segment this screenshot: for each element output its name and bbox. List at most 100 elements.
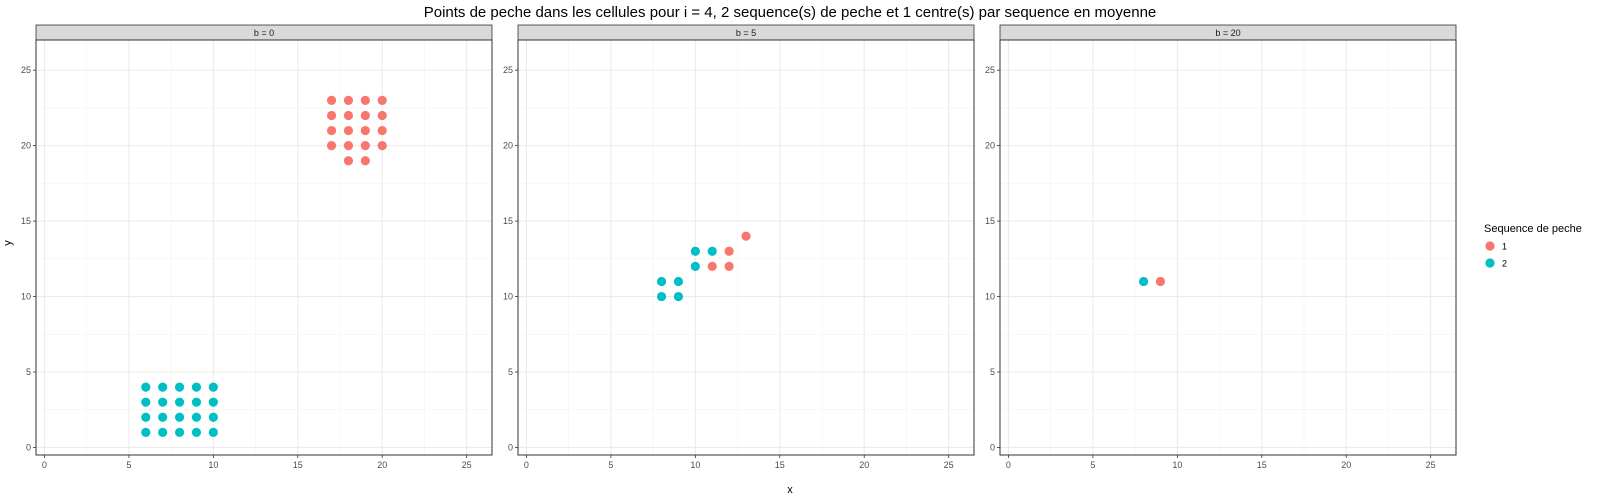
data-point-series-2 — [158, 412, 168, 422]
data-point-series-2 — [191, 412, 202, 422]
facet-panel: b = 0 0 5 10 15 20 25 0 5 10 15 20 25 — [21, 24, 493, 470]
y-tick-label: 5 — [508, 367, 513, 377]
x-tick-label: 5 — [126, 460, 131, 470]
panel-border — [999, 39, 1457, 456]
y-tick-label: 10 — [503, 292, 513, 302]
facet-strip-label: b = 20 — [1215, 28, 1240, 38]
x-tick-label: 5 — [1090, 460, 1095, 470]
data-point-series-2 — [208, 382, 218, 392]
y-tick-label: 20 — [21, 141, 31, 151]
facet-strip-label: b = 5 — [736, 28, 756, 38]
data-point-series-1 — [377, 141, 387, 151]
x-tick-label: 20 — [1341, 460, 1351, 470]
data-point-series-2 — [191, 427, 202, 437]
data-point-series-1 — [343, 125, 354, 136]
data-point-series-2 — [158, 397, 168, 407]
data-point-series-1 — [377, 95, 387, 105]
chart-title: Points de peche dans les cellules pour i… — [424, 4, 1157, 21]
data-point-series-1 — [343, 141, 354, 151]
legend-key-2 — [1485, 258, 1495, 268]
x-tick-label: 5 — [608, 460, 613, 470]
data-point-series-2 — [690, 261, 700, 271]
y-tick-label: 5 — [26, 367, 31, 377]
y-tick-label: 25 — [503, 65, 513, 75]
data-point-series-2 — [673, 276, 684, 287]
data-point-series-2 — [174, 412, 185, 422]
data-point-series-1 — [360, 95, 370, 105]
y-tick-label: 15 — [21, 216, 31, 226]
data-point-series-2 — [690, 246, 700, 256]
y-tick-label: 0 — [990, 442, 995, 452]
y-tick-label: 5 — [990, 367, 995, 377]
y-tick-label: 20 — [503, 141, 513, 151]
data-point-series-1 — [343, 156, 354, 166]
data-point-series-1 — [360, 125, 370, 136]
x-tick-label: 15 — [293, 460, 303, 470]
data-point-series-2 — [191, 382, 202, 392]
data-point-series-2 — [174, 382, 185, 392]
facet-panel: b = 20 0 5 10 15 20 25 0 5 10 15 20 25 — [985, 24, 1457, 470]
data-point-series-1 — [707, 261, 717, 271]
data-point-series-2 — [141, 412, 151, 422]
x-tick-label: 10 — [1172, 460, 1182, 470]
x-tick-label: 25 — [462, 460, 472, 470]
data-point-series-1 — [741, 231, 751, 241]
y-tick-label: 25 — [21, 65, 31, 75]
y-tick-label: 15 — [503, 216, 513, 226]
data-point-series-2 — [208, 397, 218, 407]
data-point-series-1 — [377, 110, 387, 121]
facet-strip-label: b = 0 — [254, 28, 274, 38]
facet-panel: b = 5 0 5 10 15 20 25 0 5 10 15 20 25 — [503, 24, 975, 470]
data-point-series-2 — [174, 427, 185, 437]
legend-label-1: 1 — [1502, 242, 1507, 252]
data-point-series-1 — [343, 110, 354, 121]
data-point-series-2 — [158, 382, 168, 392]
panels-group: b = 0 0 5 10 15 20 25 0 5 10 15 20 25 b = 5 0 5 10 15 20 25… — [21, 24, 1457, 470]
data-point-series-1 — [343, 95, 354, 105]
data-point-series-2 — [141, 397, 151, 407]
panel-border — [517, 39, 975, 456]
x-tick-label: 10 — [690, 460, 700, 470]
data-point-series-1 — [326, 141, 337, 151]
plot-background — [1000, 40, 1456, 455]
data-point-series-1 — [326, 125, 337, 136]
plot-background — [36, 40, 492, 455]
y-tick-label: 20 — [985, 141, 995, 151]
data-point-series-2 — [1138, 276, 1149, 287]
x-tick-label: 20 — [859, 460, 869, 470]
data-point-series-1 — [326, 95, 337, 105]
panel-border — [35, 39, 493, 456]
data-point-series-1 — [360, 110, 370, 121]
x-tick-label: 20 — [377, 460, 387, 470]
data-point-series-2 — [208, 412, 218, 422]
data-point-series-2 — [208, 427, 218, 437]
plot-background — [518, 40, 974, 455]
data-point-series-2 — [707, 246, 717, 256]
x-axis-title: x — [787, 484, 793, 496]
x-tick-label: 10 — [208, 460, 218, 470]
data-point-series-2 — [673, 291, 684, 302]
legend-key-1 — [1485, 241, 1495, 251]
y-tick-label: 10 — [985, 292, 995, 302]
y-tick-label: 10 — [21, 292, 31, 302]
x-tick-label: 0 — [524, 460, 529, 470]
legend-title: Sequence de peche — [1484, 223, 1582, 235]
y-tick-label: 0 — [26, 442, 31, 452]
data-point-series-2 — [141, 427, 151, 437]
y-tick-label: 15 — [985, 216, 995, 226]
data-point-series-1 — [724, 246, 734, 256]
data-point-series-1 — [1155, 276, 1166, 287]
data-point-series-1 — [377, 125, 387, 136]
x-tick-label: 15 — [775, 460, 785, 470]
data-point-series-1 — [326, 110, 337, 121]
y-tick-label: 25 — [985, 65, 995, 75]
data-point-series-1 — [360, 141, 370, 151]
data-point-series-2 — [191, 397, 202, 407]
data-point-series-2 — [158, 427, 168, 437]
data-point-series-1 — [360, 156, 370, 166]
x-tick-label: 0 — [1006, 460, 1011, 470]
x-tick-label: 15 — [1257, 460, 1267, 470]
data-point-series-2 — [656, 276, 667, 287]
data-point-series-2 — [656, 291, 667, 302]
